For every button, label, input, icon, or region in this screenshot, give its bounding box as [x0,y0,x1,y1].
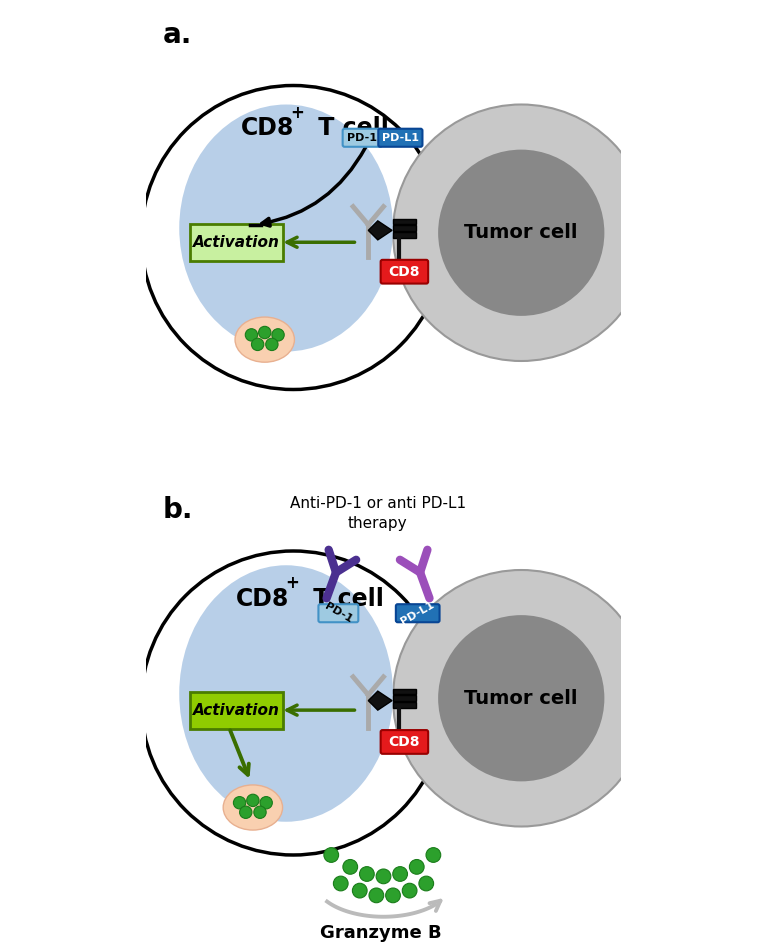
FancyBboxPatch shape [318,604,358,622]
Circle shape [402,884,417,898]
FancyBboxPatch shape [380,260,428,284]
Circle shape [254,806,266,819]
Ellipse shape [223,785,282,830]
FancyBboxPatch shape [190,692,283,730]
Circle shape [324,847,338,863]
Circle shape [426,847,441,863]
FancyBboxPatch shape [393,232,416,238]
Text: T cell: T cell [310,116,389,141]
Circle shape [393,866,407,882]
Polygon shape [368,692,392,711]
Circle shape [239,806,252,819]
FancyBboxPatch shape [190,224,283,261]
Text: +: + [290,104,304,122]
FancyBboxPatch shape [393,695,416,701]
FancyBboxPatch shape [393,702,416,708]
FancyBboxPatch shape [393,225,416,231]
Circle shape [265,338,278,351]
Text: +: + [285,575,299,592]
Circle shape [141,551,446,855]
Text: Activation: Activation [193,235,280,250]
Text: CD8: CD8 [389,265,420,278]
Text: Granzyme B: Granzyme B [321,924,442,942]
Ellipse shape [179,104,393,352]
Circle shape [386,888,400,902]
Polygon shape [368,221,392,240]
Circle shape [245,329,258,341]
Text: PD-1: PD-1 [347,133,377,142]
Text: PD-L1: PD-L1 [399,599,436,626]
Text: Activation: Activation [193,703,280,717]
Circle shape [438,616,604,781]
Text: b.: b. [163,496,193,524]
FancyBboxPatch shape [380,730,428,754]
Text: Anti-PD-1 or anti PD-L1
therapy: Anti-PD-1 or anti PD-L1 therapy [290,496,466,531]
Circle shape [393,570,650,826]
Text: CD8: CD8 [389,735,420,749]
Circle shape [141,86,446,389]
Text: PD-1: PD-1 [323,601,354,624]
Text: Tumor cell: Tumor cell [465,689,578,708]
Circle shape [438,149,604,315]
FancyBboxPatch shape [393,689,416,694]
FancyBboxPatch shape [396,604,439,622]
Circle shape [369,888,384,902]
Circle shape [272,329,285,341]
Text: CD8: CD8 [235,586,289,611]
Circle shape [247,794,259,807]
Circle shape [360,866,374,882]
Circle shape [260,796,272,809]
Circle shape [352,884,367,898]
Circle shape [252,338,264,351]
Circle shape [376,869,391,884]
Text: PD-L1: PD-L1 [382,133,419,142]
Text: Tumor cell: Tumor cell [465,223,578,242]
FancyBboxPatch shape [378,129,423,146]
Ellipse shape [235,317,295,362]
Text: a.: a. [163,22,192,49]
Circle shape [393,104,650,361]
Ellipse shape [179,565,393,822]
Text: T cell: T cell [305,586,384,611]
Circle shape [233,796,245,809]
Text: CD8: CD8 [240,116,294,141]
Circle shape [258,327,271,338]
FancyBboxPatch shape [343,129,382,146]
Circle shape [410,860,424,874]
Circle shape [334,876,348,891]
Circle shape [343,860,357,874]
FancyBboxPatch shape [393,218,416,224]
Circle shape [419,876,433,891]
